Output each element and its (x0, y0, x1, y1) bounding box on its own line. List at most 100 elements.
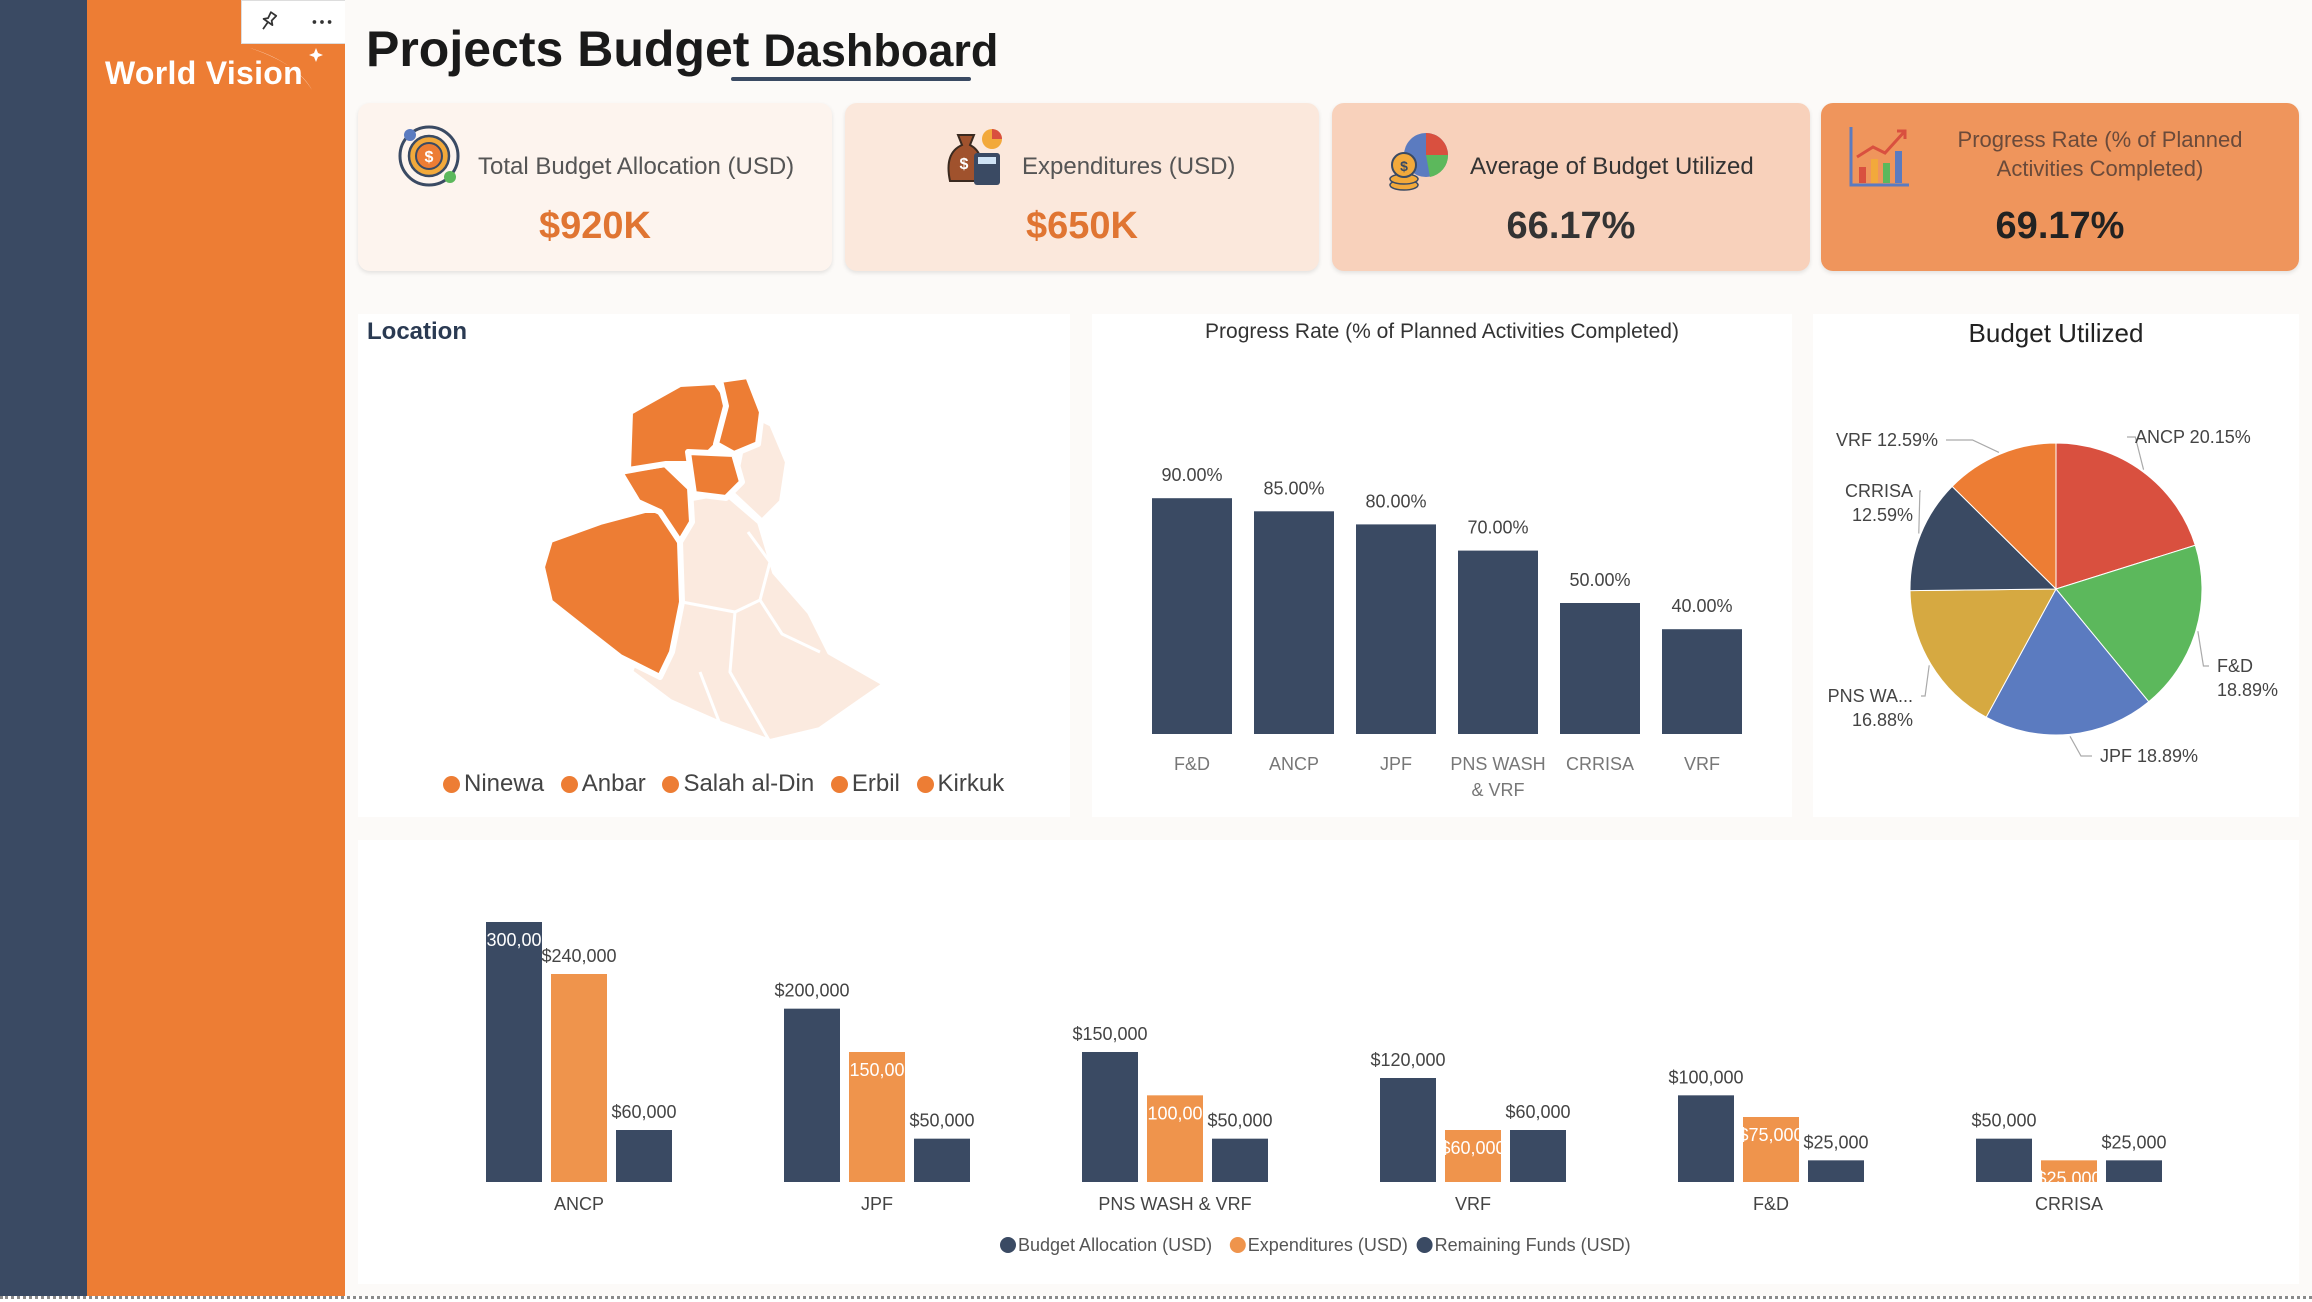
legend-item-salah-al-din[interactable]: Salah al-Din (662, 770, 814, 798)
bar[interactable] (784, 1008, 840, 1182)
bar[interactable] (1560, 603, 1640, 734)
bar[interactable] (1445, 1130, 1501, 1182)
bar[interactable] (616, 1130, 672, 1182)
progress-rate-chart[interactable]: Progress Rate (% of Planned Activities C… (1092, 314, 1792, 817)
svg-text:$: $ (425, 149, 434, 166)
legend-label[interactable]: Budget Allocation (USD) (1018, 1235, 1212, 1255)
data-label: 300,00 (486, 930, 541, 950)
data-label: 85.00% (1263, 478, 1324, 498)
legend-dot (1229, 1237, 1246, 1253)
bar[interactable] (914, 1138, 970, 1182)
bar[interactable] (1082, 1052, 1138, 1182)
bar[interactable] (1254, 511, 1334, 734)
slice-label: ANCP 20.15% (2135, 427, 2251, 447)
bar[interactable] (1212, 1138, 1268, 1182)
brand-logo: World Vision (105, 55, 303, 91)
budget-breakdown-chart[interactable]: 300,00$240,000 $60,000 ANCP $200,000 150,00 $… (358, 840, 2299, 1284)
x-tick-label: CRRISA (1566, 754, 1634, 774)
map-region-salah-al-din (617, 461, 695, 545)
leader-line (2069, 736, 2092, 757)
x-tick-label: F&D (1753, 1194, 1789, 1214)
data-label: $60,000 (611, 1102, 676, 1122)
kpi-label: Expenditures (USD) (1022, 153, 1236, 180)
pie-slice[interactable] (2055, 544, 2203, 703)
data-label: $60,000 (1505, 1102, 1570, 1122)
data-label: $25,000 (2036, 1168, 2101, 1188)
bar[interactable] (1147, 1095, 1203, 1182)
data-label: $50,000 (909, 1111, 974, 1131)
data-label: $25,000 (2101, 1132, 2166, 1152)
more-options-icon[interactable] (296, 1, 348, 43)
pie-slice[interactable] (1909, 485, 2058, 592)
x-tick-label: ANCP (554, 1194, 604, 1214)
kpi-progress-rate[interactable]: Progress Rate (% of Planned Activities C… (1821, 103, 2299, 271)
pin-icon[interactable] (242, 1, 294, 43)
kpi-total-budget[interactable]: $ Total Budget Allocation (USD) $920K (358, 103, 832, 271)
data-label: $100,000 (1668, 1067, 1743, 1087)
map-legend: Ninewa Anbar Salah al-Din Erbil Kirkuk (443, 770, 1014, 800)
legend-dot (1000, 1237, 1016, 1253)
data-label: $120,000 (1370, 1050, 1445, 1070)
x-tick-label: JPF (861, 1194, 893, 1214)
logo-star-icon (250, 48, 323, 90)
bar[interactable] (551, 974, 607, 1182)
bar[interactable] (1976, 1138, 2032, 1182)
x-tick-label: PNS WASH (1450, 754, 1545, 774)
kpi-expenditures[interactable]: $ Expenditures (USD) $650K (845, 103, 1319, 271)
leader-line (1918, 490, 1921, 534)
bar[interactable] (1743, 1117, 1799, 1182)
pie-slice[interactable] (1951, 442, 2057, 591)
slice-label: PNS WA... 16.88% (1828, 686, 1913, 730)
bar[interactable] (1152, 498, 1232, 734)
bar[interactable] (486, 922, 542, 1182)
bar[interactable] (849, 1052, 905, 1182)
iraq-governorates-map[interactable] (520, 372, 900, 742)
leader-line (1946, 439, 2000, 453)
budget-utilized-pie-chart[interactable]: Budget Utilized ANCP 20.15% F&D 18.89% JPF 1… (1813, 314, 2299, 817)
leader-line (2197, 631, 2209, 667)
bar[interactable] (2041, 1160, 2097, 1182)
legend-dot (916, 775, 934, 793)
kpi-value: $650K (1026, 205, 1138, 247)
legend-item-erbil[interactable]: Erbil (830, 770, 900, 798)
data-label: 100,00 (1147, 1103, 1202, 1123)
legend-dot (830, 775, 848, 793)
legend-item-kirkuk[interactable]: Kirkuk (916, 770, 1005, 798)
leader-line (1921, 665, 1930, 697)
legend-dot (443, 775, 460, 793)
bar[interactable] (1356, 524, 1436, 734)
bar[interactable] (2106, 1160, 2162, 1182)
legend-label[interactable]: Remaining Funds (USD) (1435, 1235, 1631, 1255)
legend-label[interactable]: Expenditures (USD) (1248, 1235, 1408, 1255)
data-label: $50,000 (1971, 1111, 2036, 1131)
svg-text:$: $ (1400, 158, 1408, 174)
title-part-1: Projects Budget (366, 21, 750, 77)
kpi-average-budget-utilized[interactable]: $ Average of Budget Utilized 66.17% (1332, 103, 1810, 271)
bar[interactable] (1678, 1095, 1734, 1182)
data-label: $75,000 (1738, 1125, 1803, 1145)
slice-label: VRF 12.59% (1836, 430, 1938, 450)
data-label: 70.00% (1467, 518, 1528, 538)
pie-slice[interactable] (1985, 588, 2150, 736)
bar[interactable] (1662, 629, 1742, 734)
title-part-2: Dashboard (763, 25, 999, 76)
x-tick-label: CRRISA (2035, 1194, 2103, 1214)
data-label: 40.00% (1671, 596, 1732, 616)
legend-label: Kirkuk (937, 770, 1005, 797)
pie-slice[interactable] (2055, 442, 2196, 590)
bar[interactable] (1808, 1160, 1864, 1182)
pie-slice[interactable] (1909, 588, 2057, 718)
slice-label: F&D 18.89% (2217, 656, 2278, 700)
kpi-label: Total Budget Allocation (USD) (478, 153, 795, 180)
x-tick-label: ANCP (1269, 754, 1319, 774)
x-tick-label: VRF (1684, 754, 1720, 774)
bar[interactable] (1510, 1130, 1566, 1182)
left-nav-bar (0, 0, 87, 1296)
legend-item-anbar[interactable]: Anbar (560, 770, 646, 798)
legend-item-ninewa[interactable]: Ninewa (443, 770, 544, 798)
data-label: $200,000 (774, 981, 849, 1001)
pie-chart-coins-icon: $ (1389, 133, 1449, 191)
bar[interactable] (1380, 1078, 1436, 1182)
x-tick-label: VRF (1455, 1194, 1491, 1214)
bar[interactable] (1458, 550, 1538, 734)
